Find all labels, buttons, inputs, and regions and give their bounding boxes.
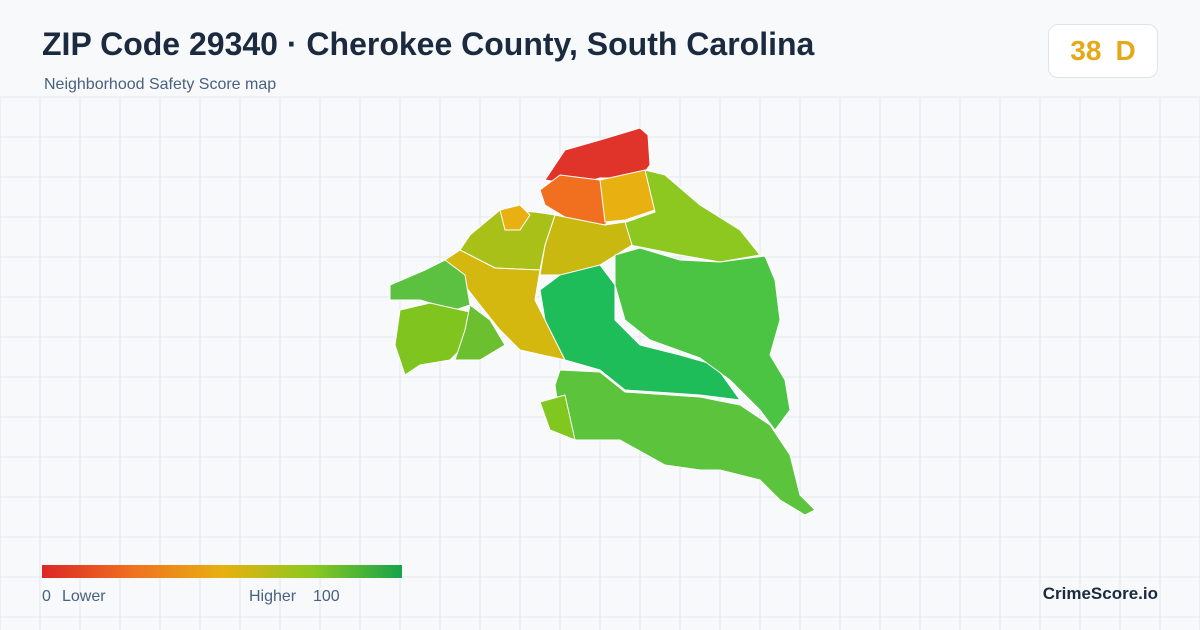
region — [614, 247, 791, 431]
region — [499, 204, 531, 231]
title: ZIP Code 29340 · Cherokee County, South … — [42, 26, 815, 62]
legend-min-label: Lower — [62, 588, 106, 605]
region — [539, 394, 576, 441]
legend-max: 100 — [313, 588, 340, 605]
score-badge: 38 D — [1048, 24, 1158, 78]
regions — [389, 127, 816, 516]
region — [394, 302, 471, 376]
region — [599, 169, 656, 223]
legend-max-label: Higher — [249, 588, 297, 605]
brand: CrimeScore.io — [1042, 584, 1158, 603]
score: 38 — [1070, 35, 1102, 66]
legend-gradient — [42, 565, 402, 578]
subtitle: Neighborhood Safety Score map — [44, 76, 277, 93]
region — [554, 369, 816, 516]
region — [454, 304, 506, 361]
legend-min: 0 — [42, 588, 51, 605]
grade: D — [1115, 35, 1136, 66]
